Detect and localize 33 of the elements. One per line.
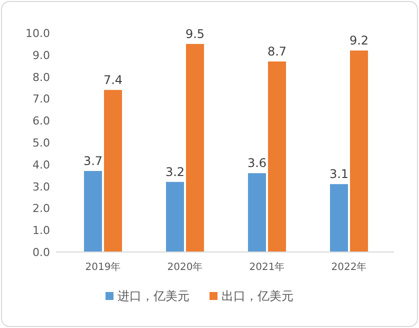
data-label: 7.4 (103, 72, 123, 87)
x-tick-label: 2022年 (331, 261, 367, 273)
legend-label: 出口，亿美元 (222, 289, 294, 303)
y-tick-label: 1.0 (32, 224, 50, 238)
data-label: 3.2 (165, 164, 185, 179)
bar (186, 44, 204, 252)
bar (84, 170, 102, 252)
y-tick-label: 10.0 (26, 27, 50, 40)
data-label: 8.7 (267, 44, 287, 58)
y-tick-label: 0.0 (32, 246, 50, 259)
data-label: 9.5 (185, 26, 205, 41)
x-tick-label: 2020年 (167, 261, 203, 273)
y-tick-label: 4.0 (32, 158, 50, 172)
bar (330, 184, 348, 252)
y-tick-label: 2.0 (32, 202, 50, 216)
bar (166, 182, 184, 252)
data-label: 3.1 (329, 167, 349, 182)
bar (248, 173, 266, 252)
bar (104, 90, 122, 252)
data-label: 3.6 (247, 156, 267, 170)
y-tick-label: 8.0 (32, 70, 50, 84)
data-label: 9.2 (349, 34, 369, 48)
y-tick-label: 6.0 (32, 114, 50, 128)
y-tick-label: 5.0 (32, 136, 50, 150)
data-label: 3.7 (83, 154, 103, 168)
y-tick-label: 3.0 (32, 180, 50, 194)
x-tick-label: 2021年 (249, 261, 285, 273)
y-tick-label: 9.0 (32, 48, 50, 62)
y-tick-label: 7.0 (32, 92, 50, 106)
legend-label: 进口，亿美元 (118, 289, 190, 303)
bar (268, 61, 286, 252)
x-tick-label: 2019年 (85, 261, 121, 273)
bar (350, 50, 368, 252)
